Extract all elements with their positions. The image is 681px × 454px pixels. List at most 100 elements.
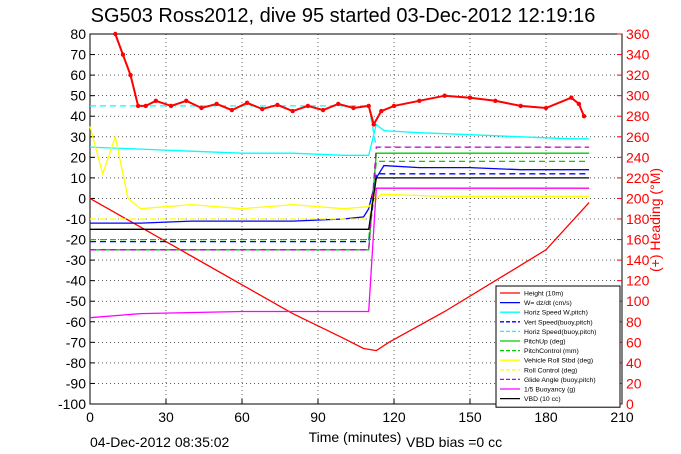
legend-label: 1/5 Buoyancy (g) (524, 387, 575, 394)
series-line-8 (90, 187, 590, 220)
heading-point (442, 93, 447, 98)
left-tick-label: -50 (66, 293, 86, 309)
right-tick-label: 300 (626, 88, 650, 104)
left-axis: -100-90-80-70-60-50-40-30-20-10010203040… (58, 26, 95, 412)
left-tick-label: 20 (70, 149, 86, 165)
heading-point (135, 103, 141, 109)
heading-point (120, 52, 126, 57)
series-line-3 (90, 173, 590, 243)
legend-label: Horiz Speed W,pitch) (524, 310, 588, 317)
right-tick-label: 20 (626, 375, 642, 391)
series-line-7 (89, 126, 590, 210)
bottom-tick-label: 90 (310, 409, 326, 425)
heading-point (244, 100, 250, 106)
heading-point (371, 122, 376, 127)
heading-point (493, 98, 498, 104)
right-tick-label: 80 (626, 314, 642, 330)
series-line-11 (90, 177, 590, 230)
legend-label: VBD (10 cc) (524, 396, 561, 403)
left-tick-label: -100 (58, 396, 86, 412)
left-tick-label: 30 (70, 129, 86, 145)
chart-title: SG503 Ross2012, dive 95 started 03-Dec-2… (91, 5, 596, 27)
right-tick-label: 140 (626, 252, 650, 268)
legend-label: Glide Angle (buoy,pitch) (524, 377, 596, 384)
bottom-tick-label: 30 (158, 409, 174, 425)
footer-timestamp: 04-Dec-2012 08:35:02 (90, 434, 230, 450)
heading-point (128, 72, 133, 78)
right-tick-label: 280 (626, 108, 650, 124)
heading-point (214, 101, 219, 107)
bottom-tick-label: 150 (458, 409, 482, 425)
legend-label: Height (10m) (524, 291, 563, 298)
left-tick-label: -40 (66, 273, 86, 289)
series-line-5 (90, 152, 590, 251)
left-tick-label: -10 (66, 211, 86, 227)
series-layer (89, 31, 590, 352)
series-line-9 (90, 146, 590, 251)
heading-point (581, 114, 587, 119)
heading-point (518, 103, 523, 109)
heading-point (351, 105, 356, 111)
legend-box (495, 285, 621, 408)
right-tick-label: 120 (626, 273, 650, 289)
series-line-12 (114, 33, 585, 127)
legend-label: PitchUp (deg) (524, 339, 566, 346)
right-tick-label: 260 (626, 129, 650, 145)
right-tick-label: 240 (626, 149, 650, 165)
bottom-tick-label: 0 (86, 409, 94, 425)
right-tick-label: 180 (626, 211, 650, 227)
bottom-axis: 0 30 60 90 120 150 180 210 (86, 399, 634, 425)
left-tick-label: -90 (66, 375, 86, 391)
heading-point (417, 98, 422, 104)
legend-label: Horiz Speed(buoy,pitch) (524, 329, 596, 336)
right-axis-label: (+) Heading (°M) (647, 168, 663, 272)
right-tick-label: 320 (626, 67, 650, 83)
heading-point (290, 108, 295, 114)
x-axis-label: Time (minutes) (309, 429, 402, 445)
bottom-tick-label: 60 (234, 409, 250, 425)
heading-point (113, 31, 118, 37)
series-line-10 (89, 187, 590, 319)
left-tick-label: 80 (70, 26, 86, 42)
heading-point (576, 101, 582, 107)
left-tick-label: 60 (70, 67, 86, 83)
series-line-2 (89, 123, 590, 156)
bottom-tick-label: 180 (534, 409, 558, 425)
bottom-tick-label: 120 (382, 409, 406, 425)
right-tick-label: 40 (626, 355, 642, 371)
right-tick-label: 340 (626, 47, 650, 63)
right-tick-label: 160 (626, 232, 650, 248)
heading-point (569, 95, 574, 100)
heading-point (391, 103, 397, 109)
legend-label: W= dz/dt (cm/s) (524, 300, 572, 307)
right-tick-label: 0 (626, 396, 634, 412)
heading-point (229, 107, 235, 113)
heading-point (366, 103, 371, 109)
heading-point (184, 98, 189, 104)
legend-label: Vert Speed(buoy,pitch) (524, 319, 593, 326)
series-line-1 (90, 164, 590, 224)
heading-point (336, 101, 341, 107)
right-tick-label: 100 (626, 293, 650, 309)
heading-point (199, 105, 204, 111)
vbd-bias-label: VBD bias =0 cc (406, 434, 502, 450)
left-tick-label: -30 (66, 252, 86, 268)
left-tick-label: 50 (70, 88, 86, 104)
heading-point (305, 103, 311, 109)
heading-point (260, 106, 265, 112)
legend-label: PitchControl (mm) (524, 348, 579, 355)
legend-label: Vehicle Roll Stbd (deg) (524, 358, 593, 365)
right-axis: 0 20 40 60 80 100 120 140 160 180 200 220 240 260 280 3… (617, 26, 650, 412)
left-tick-label: 10 (70, 170, 86, 186)
right-tick-label: 360 (626, 26, 650, 42)
left-tick-label: 70 (70, 47, 86, 63)
left-tick-label: -20 (66, 232, 86, 248)
legend: Height (10m) W= dz/dt (cm/s) Horiz Speed W… (495, 285, 621, 408)
legend-label: Roll Control (deg) (524, 367, 577, 374)
bottom-tick-label: 210 (610, 409, 634, 425)
right-tick-label: 200 (626, 190, 650, 206)
heading-point (143, 103, 148, 109)
heading-point (168, 103, 174, 109)
